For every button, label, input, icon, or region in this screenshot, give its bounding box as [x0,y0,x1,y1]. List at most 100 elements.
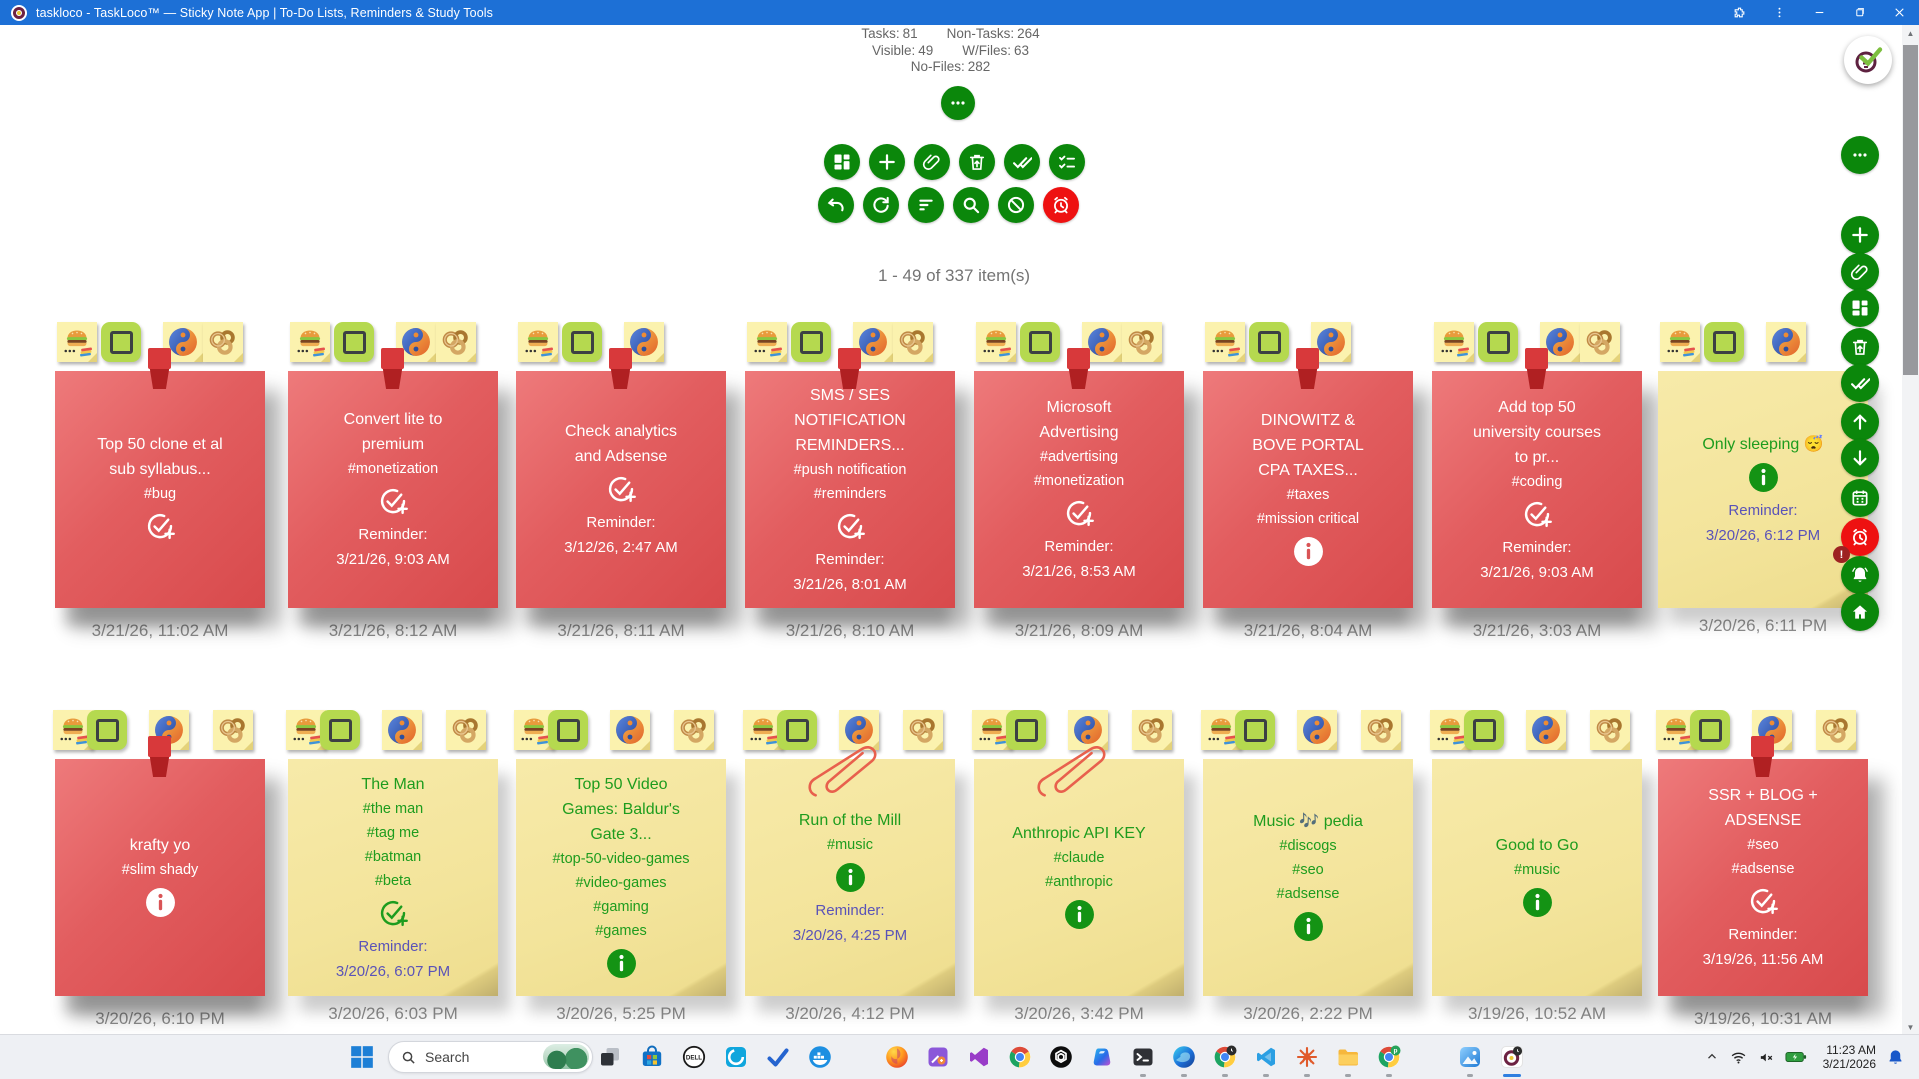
sticky-note[interactable]: Microsoft Advertising #advertising #monetiz… [974,348,1184,608]
scrollbar-thumb[interactable] [1903,45,1918,375]
toolbar-undo-button[interactable] [818,187,854,223]
task-add-icon[interactable] [1522,499,1553,530]
info-icon[interactable] [835,862,866,893]
sidebar-home-button[interactable] [1841,593,1879,631]
task-add-icon[interactable] [1064,498,1095,529]
note-select-checkbox[interactable] [1464,710,1504,750]
toolbar-layout-button[interactable] [824,144,860,180]
sidebar-add-button[interactable] [1841,216,1879,254]
taskbar-edge-icon[interactable] [1171,1044,1197,1070]
burger-icon[interactable] [518,322,558,362]
toolbar-filter-button[interactable] [908,187,944,223]
note-select-checkbox[interactable] [1478,322,1518,362]
taskbar-docker-icon[interactable] [807,1044,833,1070]
taskbar-vscode-icon[interactable] [1253,1044,1279,1070]
task-add-icon[interactable] [378,898,409,929]
taskbar-copilot-icon[interactable] [1089,1044,1115,1070]
burger-icon[interactable] [747,322,787,362]
tray-chevron-icon[interactable] [1699,1050,1725,1064]
taskbar-starburst-icon[interactable] [1294,1044,1320,1070]
taskbar-todo-icon[interactable] [765,1044,791,1070]
sticky-note[interactable]: Check analytics and Adsense Reminder: 3/12/… [516,348,726,608]
info-icon[interactable] [1522,887,1553,918]
task-add-icon[interactable] [145,511,176,542]
note-select-checkbox[interactable] [548,710,588,750]
extensions-icon[interactable] [1719,0,1759,25]
start-button[interactable] [349,1044,375,1070]
clock[interactable]: 11:23 AM 3/21/2026 [1823,1043,1876,1072]
scroll-up-arrow[interactable]: ▲ [1906,28,1915,38]
note-select-checkbox[interactable] [320,710,360,750]
info-icon[interactable] [1748,462,1779,493]
sidebar-down-button[interactable] [1841,439,1879,477]
yinyang-icon[interactable] [1297,710,1337,750]
sidebar-calendar-button[interactable] [1841,479,1879,517]
info-icon[interactable] [145,887,176,918]
info-icon[interactable] [1064,899,1095,930]
task-add-icon[interactable] [378,486,409,517]
rings-icon[interactable] [446,710,486,750]
taskbar-alexa-icon[interactable] [723,1044,749,1070]
taskbar-search-input[interactable]: Search [388,1041,593,1073]
taskbar-dev-home-icon[interactable] [925,1044,951,1070]
burger-icon[interactable] [972,710,1012,750]
taskbar-dell-icon[interactable]: DELL [681,1044,707,1070]
info-icon[interactable] [1293,911,1324,942]
note-select-checkbox[interactable] [334,322,374,362]
sticky-note[interactable]: Good to Go #music [1432,759,1642,996]
sticky-note[interactable]: The Man #the man #tag me #batman #beta Remind… [288,759,498,996]
rings-icon[interactable] [1580,322,1620,362]
rings-icon[interactable] [213,710,253,750]
toolbar-alarm-button[interactable] [1043,187,1079,223]
burger-icon[interactable] [1434,322,1474,362]
sticky-note[interactable]: SMS / SES NOTIFICATION REMINDERS... #push n… [745,348,955,608]
sidebar-more-button[interactable] [1841,136,1879,174]
note-select-checkbox[interactable] [1704,322,1744,362]
toolbar-archive-button[interactable] [959,144,995,180]
note-select-checkbox[interactable] [1249,322,1289,362]
note-select-checkbox[interactable] [562,322,602,362]
note-select-checkbox[interactable] [101,322,141,362]
yinyang-icon[interactable] [1526,710,1566,750]
sidebar-complete-all-button[interactable] [1841,364,1879,402]
task-add-icon[interactable] [606,474,637,505]
burger-icon[interactable] [976,322,1016,362]
taskbar-chrome-profile-icon[interactable]: p [1376,1044,1402,1070]
burger-icon[interactable] [1656,710,1696,750]
yinyang-icon[interactable] [382,710,422,750]
taskbar-terminal-icon[interactable] [1130,1044,1156,1070]
rings-icon[interactable] [903,710,943,750]
yinyang-icon[interactable] [1068,710,1108,750]
info-icon[interactable] [606,948,637,979]
sidebar-archive-button[interactable] [1841,328,1879,366]
sticky-note[interactable]: Add top 50 university courses to pr... #cod… [1432,348,1642,608]
burger-icon[interactable] [57,322,97,362]
note-select-checkbox[interactable] [87,710,127,750]
wifi-icon[interactable] [1725,1049,1753,1066]
toolbar-add-button[interactable] [869,144,905,180]
yinyang-icon[interactable] [1082,322,1122,362]
info-icon[interactable] [1293,536,1324,567]
volume-muted-icon[interactable] [1753,1049,1781,1066]
taskbar-photos-icon[interactable] [1457,1044,1483,1070]
yinyang-icon[interactable] [1766,322,1806,362]
sidebar-alarm-button[interactable] [1841,518,1879,556]
toolbar-checklist-button[interactable] [1049,144,1085,180]
note-select-checkbox[interactable] [1006,710,1046,750]
restore-button[interactable] [1839,0,1879,25]
yinyang-icon[interactable] [853,322,893,362]
note-select-checkbox[interactable] [1690,710,1730,750]
sticky-note[interactable]: krafty yo #slim shady [55,736,265,996]
toolbar-search-button[interactable] [953,187,989,223]
sidebar-up-button[interactable] [1841,403,1879,441]
burger-icon[interactable] [1205,322,1245,362]
burger-icon[interactable] [290,322,330,362]
taskbar-chrome-icon[interactable] [1007,1044,1033,1070]
taskloco-logo[interactable] [1844,36,1892,84]
sticky-note[interactable]: Run of the Mill #music Reminder: 3/20/26, 4… [745,746,955,996]
task-add-icon[interactable] [1748,886,1779,917]
close-button[interactable] [1879,0,1919,25]
more-options-button[interactable] [941,86,975,120]
rings-icon[interactable] [1132,710,1172,750]
sidebar-notifications-button[interactable] [1841,556,1879,594]
